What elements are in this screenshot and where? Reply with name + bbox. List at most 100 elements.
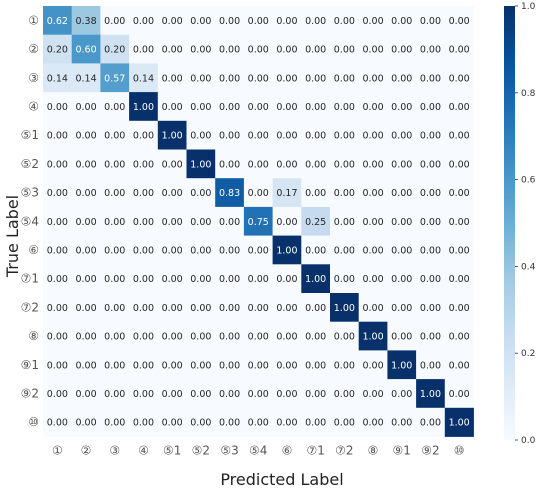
cell-value-label: 0.00 [420,188,441,199]
cell-value-label: 0.00 [449,389,470,400]
cell-value-label: 0.00 [420,73,441,84]
x-tick-label: ④ [138,444,149,458]
heatmap-cell [330,407,360,437]
y-tick-label: ⑧ [28,329,39,343]
cell-value-label: 0.00 [391,217,412,228]
cell-value-label: 0.00 [305,102,326,113]
heatmap-cell [358,350,388,380]
heatmap-cell [71,379,101,409]
heatmap-cell [186,350,216,380]
heatmap-cell [387,264,417,294]
cell-value-label: 0.00 [449,45,470,56]
cell-value-label: 0.00 [334,159,355,170]
colorbar-tick-label: 0.8 [521,89,536,99]
heatmap-cell [100,149,130,179]
heatmap-cell [100,92,130,122]
cell-value-label: 0.00 [362,418,383,429]
cell-value-label: 1.00 [449,418,470,429]
cell-value-label: 0.00 [449,188,470,199]
cell-value-label: 0.00 [391,102,412,113]
y-tick-label: ⑤4 [21,214,39,228]
heatmap-cell [272,264,302,294]
heatmap-cell [416,34,446,64]
y-tick-label: ⑤2 [21,157,39,171]
heatmap-cell [186,264,216,294]
heatmap-cell [272,92,302,122]
colorbar-tick-label: 1.0 [521,2,536,12]
heatmap-cell [71,293,101,323]
cell-value-label: 0.00 [276,102,297,113]
cell-value-label: 0.00 [47,418,68,429]
cell-value-label: 0.00 [391,45,412,56]
heatmap-cell [444,293,474,323]
cell-value-label: 0.00 [276,274,297,285]
heatmap-cell [157,149,187,179]
colorbar-tick-label: 0.4 [521,262,536,272]
heatmap-cell [416,321,446,351]
cell-value-label: 0.00 [104,188,125,199]
heatmap-cell [243,321,273,351]
cell-value-label: 0.00 [75,131,96,142]
heatmap-cell [444,6,474,36]
heatmap-cell [129,120,159,150]
cell-value-label: 0.00 [162,360,183,371]
x-tick-label: ⑤3 [220,444,238,458]
cell-value-label: 0.00 [276,159,297,170]
heatmap-cell [243,293,273,323]
heatmap-cell [71,407,101,437]
heatmap-cell [330,120,360,150]
heatmap-cell [444,321,474,351]
heatmap-cell [215,63,245,93]
heatmap-cell [215,92,245,122]
cell-value-label: 0.00 [248,303,269,314]
cell-value-label: 0.00 [362,217,383,228]
heatmap-cell [272,350,302,380]
cell-value-label: 0.00 [362,159,383,170]
heatmap-cell [387,379,417,409]
heatmap-cell [387,6,417,36]
cell-value-label: 0.00 [420,418,441,429]
heatmap-cell [358,293,388,323]
heatmap-cell [387,206,417,236]
cell-value-label: 0.00 [449,16,470,27]
heatmap-cell [358,206,388,236]
heatmap-cell [100,264,130,294]
heatmap-cell [157,379,187,409]
cell-value-label: 0.00 [133,131,154,142]
heatmap-cell [100,34,130,64]
cell-value-label: 0.00 [420,332,441,343]
heatmap-cell [301,34,331,64]
heatmap-cell [100,379,130,409]
y-tick-label: ③ [28,71,39,85]
cell-value-label: 0.00 [162,159,183,170]
cell-value-label: 0.14 [133,73,154,84]
cell-value-label: 0.00 [248,102,269,113]
x-tick-label: ⑤4 [249,444,267,458]
cell-value-label: 0.00 [449,217,470,228]
heatmap-cell [444,235,474,265]
heatmap-cell [330,63,360,93]
heatmap-cell [416,293,446,323]
cell-value-label: 1.00 [391,360,412,371]
cell-value-label: 0.20 [47,45,68,56]
heatmap-cell [301,149,331,179]
cell-value-label: 0.00 [219,389,240,400]
heatmap-cell [330,6,360,36]
heatmap-cell [43,6,73,36]
cell-value-label: 1.00 [133,102,154,113]
y-tick-label: ⑦2 [21,300,39,314]
cell-value-label: 1.00 [362,332,383,343]
cell-value-label: 0.00 [190,217,211,228]
cell-value-label: 0.00 [334,73,355,84]
cell-value-label: 0.00 [190,102,211,113]
cell-value-label: 0.00 [362,303,383,314]
heatmap-cell [186,407,216,437]
heatmap-cells: 0.62 0.38 0.00 0.00 0.00 0.00 0.00 0.00 0.00 0.00… [43,6,474,437]
cell-value-label: 0.00 [248,188,269,199]
cell-value-label: 0.00 [391,274,412,285]
heatmap-cell [157,34,187,64]
cell-value-label: 0.00 [133,45,154,56]
heatmap-cell [100,63,130,93]
heatmap-cell [186,6,216,36]
cell-value-label: 0.00 [47,245,68,256]
